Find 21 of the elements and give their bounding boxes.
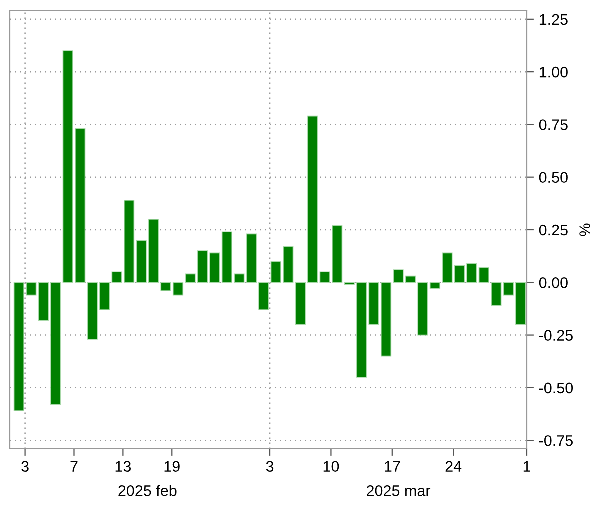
x-tick-label: 17 [385, 461, 400, 472]
x-tick-label: 24 [446, 461, 462, 472]
text: 2025 mar [367, 486, 431, 496]
y-tick-label: 1.25 [540, 14, 568, 26]
y-tick-label: 0.00 [539, 278, 568, 288]
x-tick-label: 3 [266, 461, 274, 472]
y-tick-label: -0.75 [539, 435, 573, 446]
y-tick-label: 1.00 [540, 66, 568, 78]
x-tick-label: 1 [524, 461, 531, 472]
x-tick-label: 10 [324, 461, 340, 472]
x-tick-label: 13 [116, 461, 132, 472]
y-tick-label: 0.25 [539, 224, 568, 236]
x-tick-label: 3 [22, 461, 29, 472]
text: 2025 feb [118, 485, 177, 496]
y-tick-label: 0.50 [539, 172, 568, 184]
x-tick-label: 19 [164, 461, 180, 472]
y-tick-label: 0.75 [539, 120, 568, 130]
x-tick-label: 7 [70, 461, 78, 472]
y-tick-label: -0.25 [539, 330, 573, 341]
y-tick-label: -0.50 [539, 382, 574, 394]
y-axis-title: % [580, 224, 590, 236]
